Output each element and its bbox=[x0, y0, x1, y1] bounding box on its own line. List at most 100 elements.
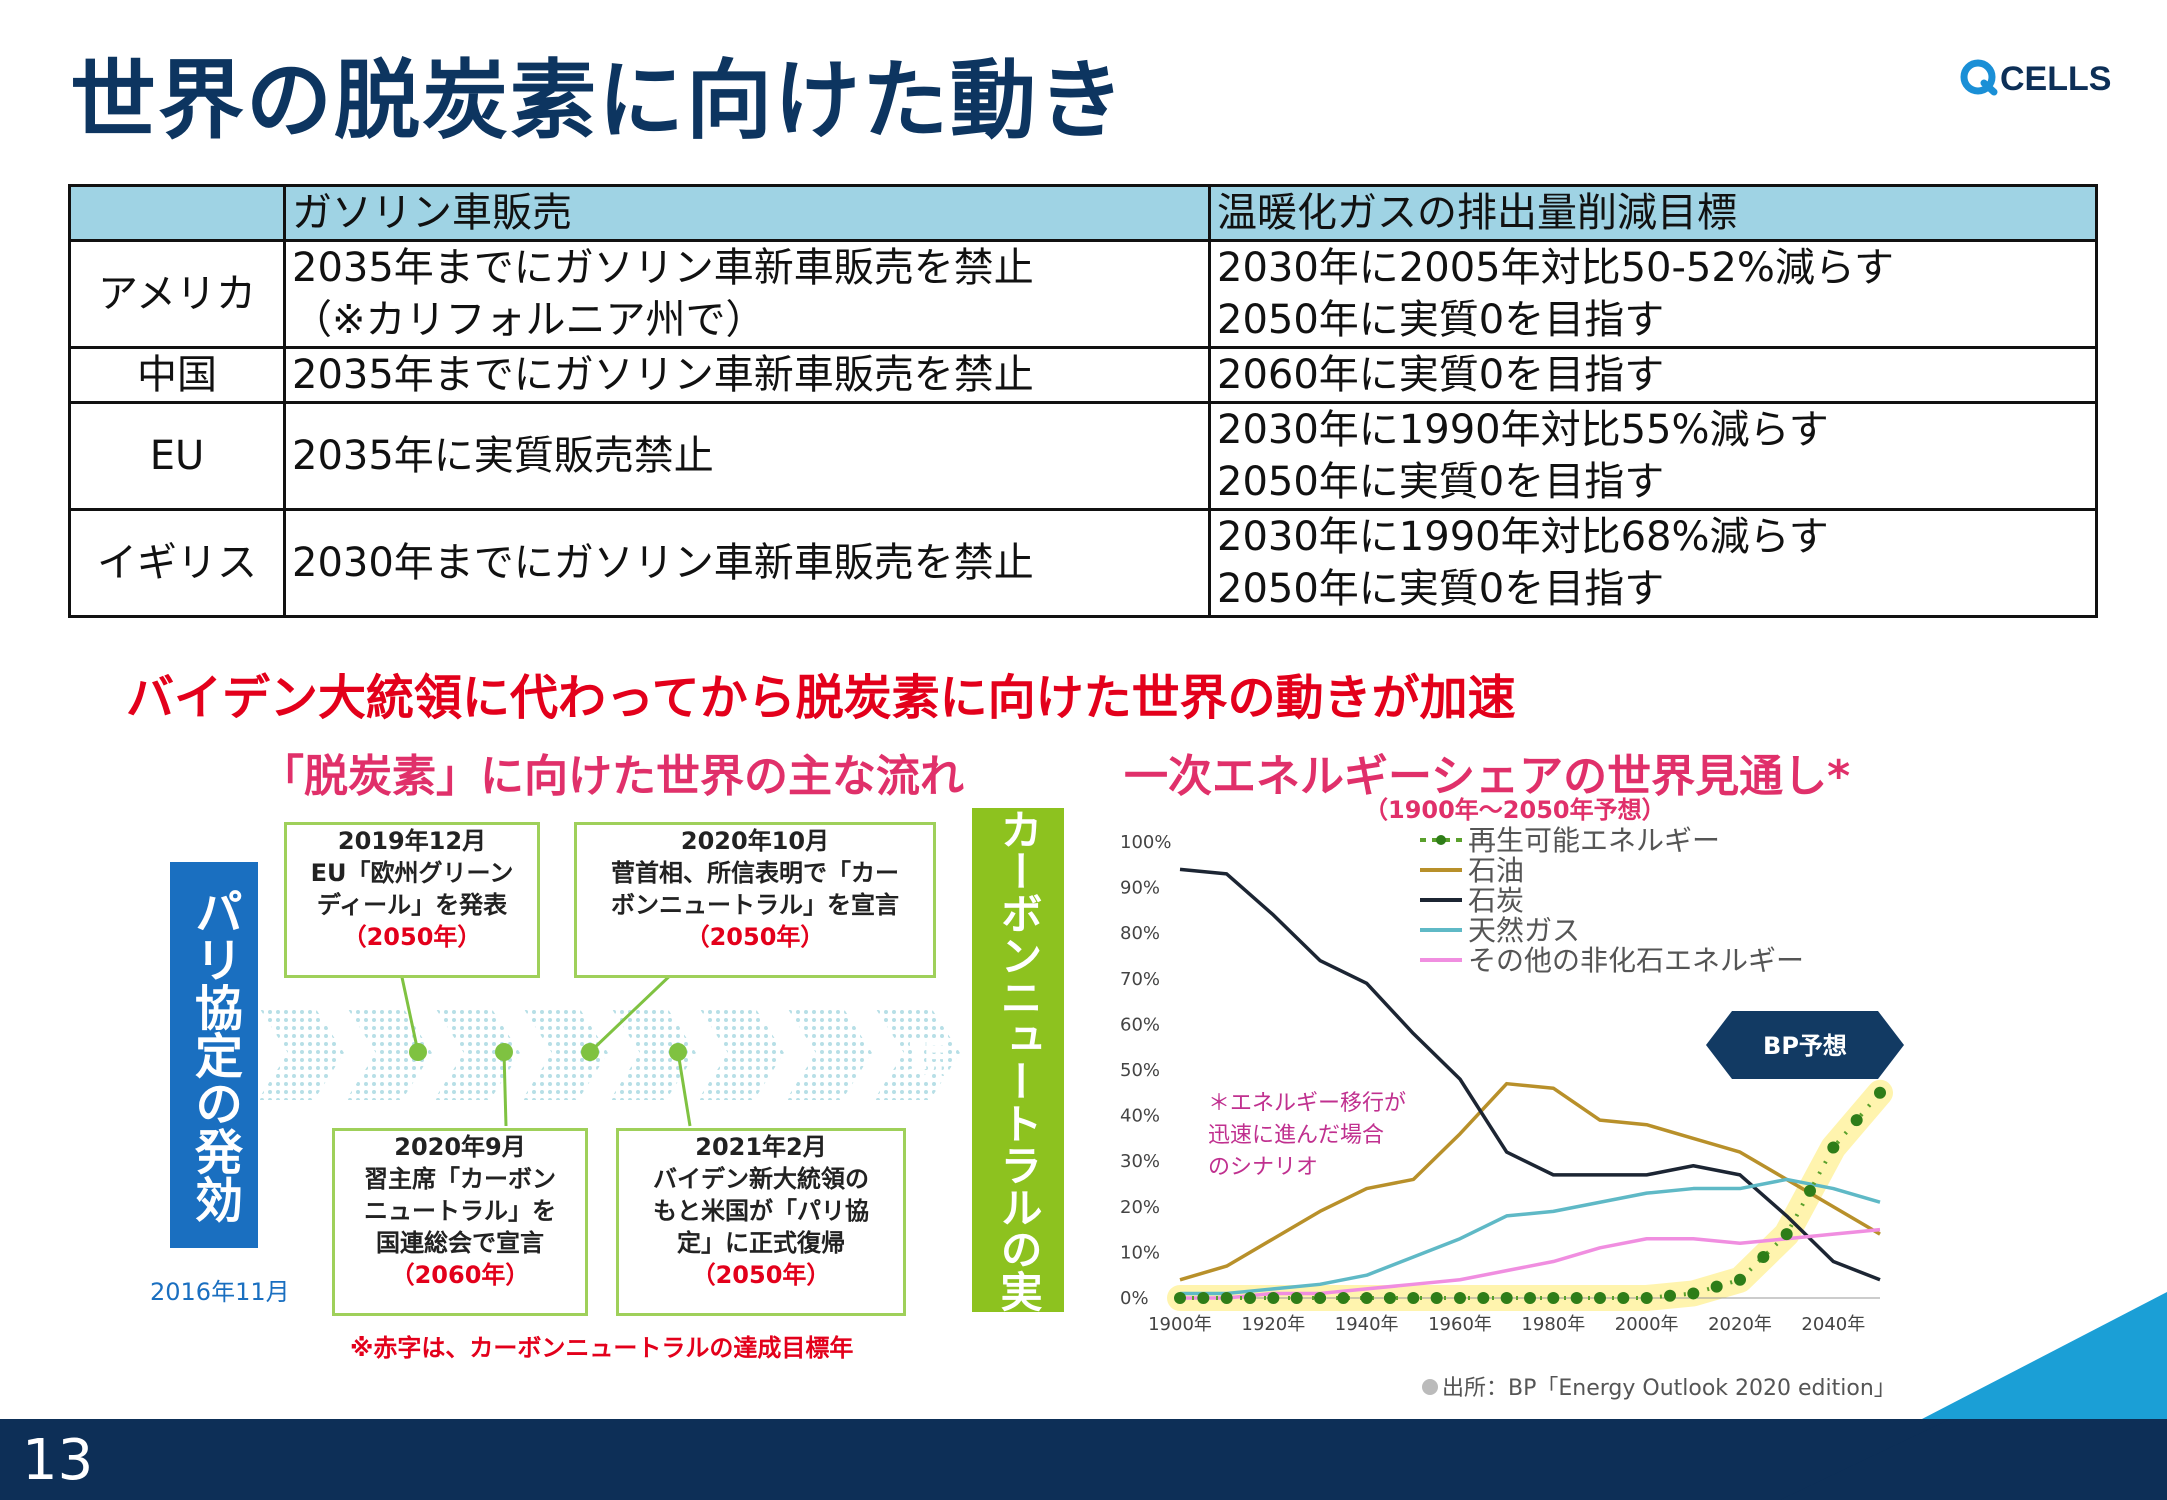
renewable-point bbox=[1244, 1292, 1256, 1304]
target-line: 2050年に実質0を目指す bbox=[1217, 566, 1665, 612]
timeline-chevron bbox=[698, 1006, 784, 1100]
ban-line: 2030年までにガソリン車新車販売を禁止 bbox=[292, 540, 1034, 586]
y-tick-label: 40% bbox=[1120, 1106, 1160, 1127]
renewable-point bbox=[1664, 1289, 1676, 1302]
target-cell: 2030年に1990年対比68%減らす 2050年に実質0を目指す bbox=[1208, 508, 2098, 618]
event-line: 2019年12月 bbox=[337, 827, 487, 855]
headline: バイデン大統領に代わってから脱炭素に向けた世界の動きが加速 bbox=[126, 670, 1516, 726]
paris-date: 2016年11月 bbox=[150, 1278, 290, 1306]
y-tick-label: 10% bbox=[1120, 1242, 1160, 1263]
chart-title: 一次エネルギーシェアの世界見通し* bbox=[1124, 751, 1851, 802]
y-tick-label: 0% bbox=[1120, 1288, 1149, 1309]
renewable-point bbox=[1290, 1292, 1303, 1304]
event-line: 2020年10月 bbox=[680, 827, 830, 855]
y-tick-label: 90% bbox=[1120, 878, 1160, 899]
renewable-point bbox=[1500, 1292, 1513, 1304]
renewable-point bbox=[1780, 1228, 1793, 1241]
renewable-point bbox=[1570, 1292, 1583, 1304]
ban-cell: 2035年までにガソリン車新車販売を禁止 （※カリフォルニア州で） bbox=[283, 239, 1211, 349]
x-tick-label: 2020年 bbox=[1708, 1314, 1772, 1335]
event-line: 定」に正式復帰 bbox=[677, 1229, 845, 1257]
timeline-connectors bbox=[398, 966, 692, 1127]
renewable-point bbox=[1734, 1273, 1746, 1286]
logo-q-ring bbox=[1960, 59, 1996, 95]
renewable-point bbox=[1220, 1292, 1233, 1304]
ban-line: 2035年までにガソリン車新車販売を禁止 bbox=[292, 245, 1034, 291]
y-tick-label: 70% bbox=[1120, 969, 1160, 990]
y-tick-label: 100% bbox=[1120, 832, 1171, 853]
renewable-point bbox=[1524, 1292, 1536, 1304]
logo-q-tail bbox=[1980, 79, 1998, 96]
event-line: ニュートラル」を bbox=[364, 1197, 556, 1225]
connector-line bbox=[502, 1051, 508, 1127]
event-year: （2050年） bbox=[685, 923, 825, 951]
qcells-logo: CELLS bbox=[1960, 59, 2111, 98]
renewable-point bbox=[1594, 1292, 1606, 1304]
series-line-2 bbox=[1179, 867, 1881, 1282]
renewable-point bbox=[1850, 1114, 1863, 1127]
timeline-event: 2020年10月 菅首相、所信表明で「カー ボンニュートラル」を宣言 （2050… bbox=[574, 822, 936, 978]
forecast-arrow bbox=[1706, 1011, 1904, 1079]
timeline-dot bbox=[669, 1043, 687, 1061]
y-tick-label: 50% bbox=[1120, 1060, 1160, 1081]
renewable-point bbox=[1407, 1292, 1420, 1304]
ban-cell: 2035年までにガソリン車新車販売を禁止 bbox=[283, 346, 1211, 404]
x-tick-label: 1960年 bbox=[1428, 1314, 1492, 1335]
target-cell: 2060年に実質0を目指す bbox=[1208, 346, 2098, 404]
event-year: （2050年） bbox=[342, 923, 482, 951]
series-line-3 bbox=[1180, 1177, 1881, 1296]
renewable-point bbox=[1314, 1292, 1326, 1304]
event-line: 菅首相、所信表明で「カー bbox=[611, 859, 899, 887]
timeline-arrows bbox=[258, 1006, 960, 1100]
renewable-point bbox=[1430, 1292, 1443, 1304]
target-line: 2030年に1990年対比55%減らす bbox=[1217, 407, 1829, 453]
y-tick-label: 60% bbox=[1120, 1014, 1160, 1035]
table-header-region bbox=[68, 184, 286, 242]
region-cell: イギリス bbox=[68, 508, 286, 618]
timeline-chevron bbox=[346, 1006, 432, 1100]
timeline-chevron bbox=[874, 1006, 960, 1100]
connector-line bbox=[398, 967, 420, 1053]
timeline-chevron bbox=[258, 1006, 344, 1100]
ban-cell: 2030年までにガソリン車新車販売を禁止 bbox=[283, 508, 1211, 618]
timeline-event: 2019年12月 EU「欧州グリーン ディール」を発表 （2050年） bbox=[284, 822, 540, 978]
event-line: バイデン新大統領の bbox=[653, 1165, 869, 1193]
renewable-point bbox=[1384, 1292, 1396, 1304]
region-cell: 中国 bbox=[68, 346, 286, 404]
event-line: 国連総会で宣言 bbox=[376, 1229, 544, 1257]
target-line: 2050年に実質0を目指す bbox=[1217, 459, 1665, 505]
ban-line: （※カリフォルニア州で） bbox=[292, 297, 766, 343]
scenario-note-line: ＊エネルギー移行が bbox=[1208, 1091, 1406, 1116]
target-line: 2030年に1990年対比68%減らす bbox=[1217, 514, 1829, 560]
renewable-point bbox=[1360, 1292, 1373, 1304]
scenario-note-line: 迅速に進んだ場合 bbox=[1208, 1123, 1384, 1148]
renewable-point bbox=[1687, 1287, 1700, 1300]
series-line-1 bbox=[1179, 1081, 1881, 1282]
timeline-chevron bbox=[434, 1006, 520, 1100]
renewable-point bbox=[1617, 1292, 1630, 1304]
timeline-event: 2021年2月 バイデン新大統領の もと米国が「パリ協 定」に正式復帰 （205… bbox=[616, 1128, 906, 1316]
event-line: 習主席「カーボン bbox=[364, 1165, 556, 1193]
renewable-point bbox=[1547, 1292, 1560, 1304]
renewable-point bbox=[1267, 1292, 1280, 1304]
chart-subtitle: （1900年～2050年予想） bbox=[1364, 796, 1666, 824]
forecast-label: BP予想 bbox=[1763, 1032, 1847, 1060]
y-tick-label: 20% bbox=[1120, 1197, 1160, 1218]
event-year: （2060年） bbox=[390, 1261, 530, 1289]
x-tick-label: 1900年 bbox=[1148, 1314, 1212, 1335]
connector-line bbox=[588, 966, 680, 1054]
carbon-neutral-label: カーボンニュートラルの実現 bbox=[902, 808, 1064, 1312]
page-number: 13 bbox=[22, 1428, 94, 1493]
source-text: 出所：BP「Energy Outlook 2020 edition」 bbox=[1442, 1376, 1896, 1401]
event-line: 2020年9月 bbox=[394, 1133, 526, 1161]
target-line: 2050年に実質0を目指す bbox=[1217, 297, 1665, 343]
legend-label: 天然ガス bbox=[1468, 914, 1580, 947]
timeline-chevron bbox=[786, 1006, 872, 1100]
target-line: 2060年に実質0を目指す bbox=[1217, 352, 1665, 398]
legend-swatch-dot bbox=[1436, 835, 1446, 845]
table-row: アメリカ 2035年までにガソリン車新車販売を禁止 （※カリフォルニア州で） 2… bbox=[68, 239, 2098, 349]
region-cell: アメリカ bbox=[68, 239, 286, 349]
event-year: （2050年） bbox=[691, 1261, 831, 1289]
x-tick-label: 1940年 bbox=[1335, 1314, 1399, 1335]
renewable-point bbox=[1804, 1184, 1816, 1197]
